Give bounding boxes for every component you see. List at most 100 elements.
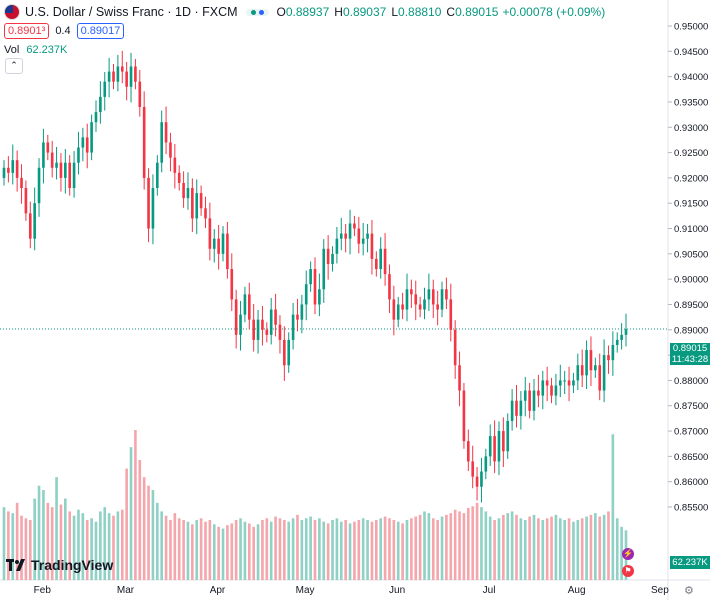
candle-body bbox=[624, 329, 628, 335]
volume-bar bbox=[204, 521, 207, 580]
price-tick-label: 0.92000 bbox=[674, 173, 708, 184]
market-status-badge[interactable] bbox=[245, 8, 269, 16]
candle-body bbox=[177, 172, 181, 183]
volume-bar bbox=[572, 521, 575, 580]
volume-bar bbox=[410, 518, 413, 580]
volume-bar bbox=[401, 523, 404, 580]
candle-body bbox=[291, 314, 295, 340]
candle-body bbox=[208, 218, 212, 249]
candle-body bbox=[33, 203, 36, 239]
volume-bar bbox=[199, 518, 203, 580]
candle-body bbox=[173, 157, 177, 173]
volume-bar bbox=[217, 526, 220, 580]
candle-body bbox=[502, 431, 505, 452]
bar-countdown: 11:43:28 bbox=[671, 353, 709, 365]
candle-body bbox=[81, 137, 85, 148]
ohlc-close: 0.89015 bbox=[455, 5, 499, 19]
candle-body bbox=[388, 274, 391, 300]
volume-bar bbox=[339, 521, 343, 580]
candle-body bbox=[55, 162, 58, 168]
volume-bar bbox=[15, 502, 19, 580]
candle-body bbox=[72, 162, 76, 189]
volume-bar bbox=[107, 513, 111, 580]
candle-body bbox=[269, 309, 273, 335]
volume-bar bbox=[212, 524, 216, 580]
candle-body bbox=[129, 66, 133, 87]
candle-body bbox=[261, 319, 264, 330]
candle-body bbox=[42, 142, 45, 168]
candle-body bbox=[195, 193, 199, 219]
candle-body bbox=[405, 289, 409, 310]
volume-bar bbox=[125, 468, 128, 580]
volume-bar bbox=[418, 514, 422, 580]
volume-bar bbox=[304, 518, 308, 580]
volume-bar bbox=[7, 511, 10, 580]
candle-body bbox=[59, 162, 63, 178]
candle-body bbox=[134, 66, 137, 82]
volume-legend: Vol 62.237K bbox=[4, 44, 67, 56]
volume-bar bbox=[427, 513, 431, 580]
volume-bar bbox=[37, 485, 41, 580]
time-axis-label: Feb bbox=[34, 585, 52, 596]
candle-body bbox=[7, 167, 10, 173]
price-tick-label: 0.90000 bbox=[674, 275, 708, 286]
candle-body bbox=[331, 253, 334, 264]
volume-bar bbox=[558, 518, 562, 580]
volume-label: Vol bbox=[4, 44, 20, 56]
candle-body bbox=[418, 304, 422, 310]
price-tick-label: 0.93500 bbox=[674, 97, 708, 108]
volume-bar bbox=[375, 520, 378, 580]
volume-bar bbox=[414, 516, 418, 580]
candle-body bbox=[475, 476, 479, 487]
candle-body bbox=[217, 238, 220, 254]
candle-body bbox=[414, 294, 418, 305]
candle-body bbox=[598, 365, 602, 391]
price-tick-label: 0.87500 bbox=[674, 401, 708, 412]
candle-body bbox=[112, 71, 115, 82]
tradingview-logo[interactable]: TradingView bbox=[6, 557, 113, 573]
volume-bar bbox=[497, 518, 501, 580]
buy-price-button[interactable]: 0.89017 bbox=[76, 23, 125, 39]
current-price-tag: 0.89015 11:43:28 bbox=[670, 343, 710, 365]
symbol-title[interactable]: U.S. Dollar / Swiss Franc · 1D · FXCM bbox=[25, 5, 238, 19]
usd-chf-flag-icon bbox=[4, 4, 20, 20]
chevron-up-icon[interactable]: ⌃ bbox=[5, 58, 23, 74]
volume-value: 62.237K bbox=[26, 44, 68, 56]
sell-price-button[interactable]: 0.8901³ bbox=[4, 23, 50, 39]
price-tick-label: 0.95000 bbox=[674, 22, 708, 33]
candle-body bbox=[392, 299, 396, 320]
candle-body bbox=[138, 81, 142, 108]
ohlc-high: 0.89037 bbox=[342, 5, 387, 19]
volume-bar bbox=[466, 508, 470, 580]
volume-bar bbox=[602, 514, 606, 580]
candle-body bbox=[427, 289, 431, 300]
event-lightning-icon[interactable]: ⚡ bbox=[622, 548, 634, 560]
candle-body bbox=[523, 390, 527, 401]
candle-body bbox=[46, 142, 50, 153]
volume-bar bbox=[550, 516, 553, 580]
volume-bar bbox=[396, 521, 400, 580]
candle-body bbox=[462, 390, 466, 442]
candle-body bbox=[90, 122, 93, 153]
event-flag-icon[interactable]: ⚑ bbox=[622, 565, 634, 577]
volume-bar bbox=[20, 515, 23, 580]
volume-bar bbox=[620, 526, 623, 580]
time-axis-label: Sep bbox=[651, 585, 669, 596]
volume-bar bbox=[532, 514, 536, 580]
volume-bar bbox=[462, 513, 466, 580]
candle-body bbox=[287, 339, 291, 366]
candle-body bbox=[594, 365, 597, 371]
candle-body bbox=[528, 390, 531, 411]
volume-bar bbox=[523, 520, 527, 580]
volume-bar bbox=[182, 520, 185, 580]
volume-bar bbox=[567, 518, 571, 580]
volume-bar bbox=[155, 502, 159, 580]
gear-icon[interactable]: ⚙ bbox=[684, 585, 694, 597]
volume-bar bbox=[112, 515, 115, 580]
volume-bar bbox=[239, 518, 242, 580]
volume-bar bbox=[90, 518, 93, 580]
volume-bar bbox=[348, 523, 352, 580]
candle-body bbox=[550, 385, 553, 396]
candle-body bbox=[186, 188, 190, 199]
